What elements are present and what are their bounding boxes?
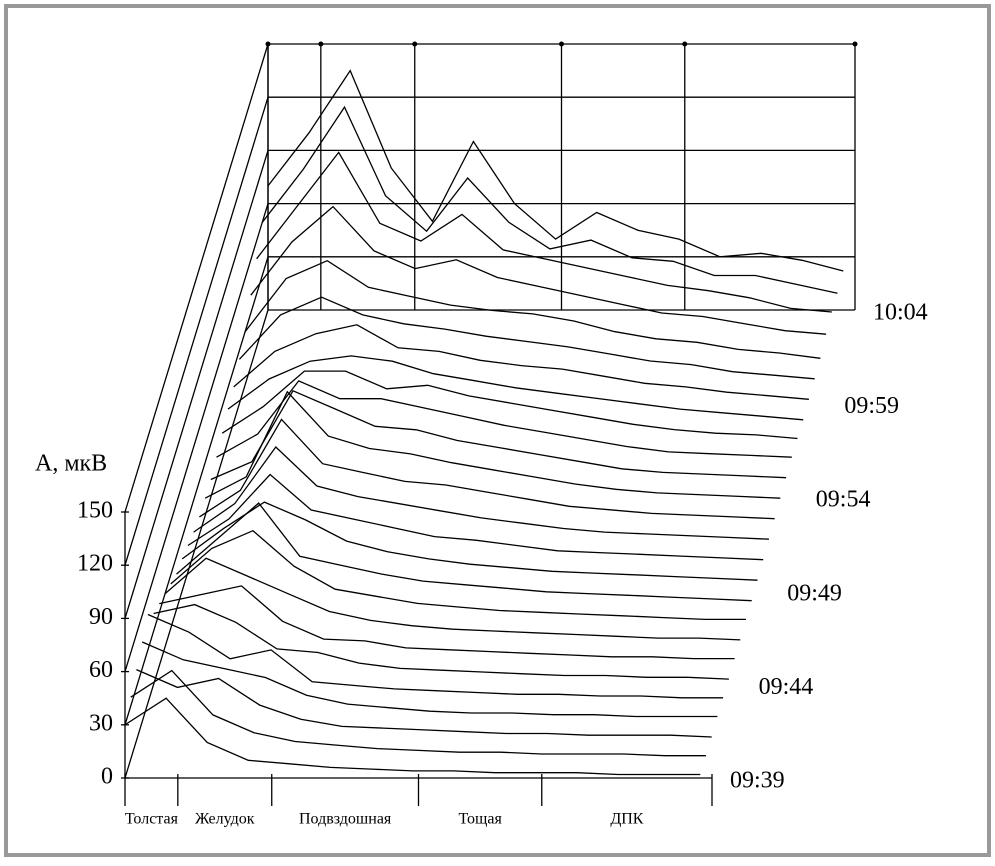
depth-line: [124, 309, 269, 779]
back-node: [265, 41, 271, 47]
spectrum-line: [159, 585, 735, 660]
spectrum-line: [124, 697, 701, 776]
y-tick-label: 120: [77, 551, 113, 577]
spectrum-line: [181, 501, 758, 581]
y-tick-label: 0: [101, 764, 113, 790]
spectrum-line: [238, 296, 815, 380]
back-node: [682, 41, 688, 47]
depth-line: [124, 97, 269, 566]
row-label: 10:04: [873, 300, 928, 326]
row-label: 09:49: [787, 580, 842, 606]
y-axis-label: A, мкВ: [35, 451, 107, 477]
spectrum-line: [193, 446, 769, 540]
row-label: 09:59: [844, 393, 899, 419]
row-label: 09:39: [730, 768, 785, 794]
y-tick-label: 60: [89, 657, 113, 683]
depth-line: [124, 256, 269, 725]
segment-label: Желудок: [195, 811, 255, 828]
spectrum-line: [136, 669, 712, 738]
spectrum-line: [267, 69, 844, 272]
y-tick-label: 150: [77, 498, 113, 524]
spectrum-line: [204, 390, 781, 499]
segment-label: Подвздошная: [299, 811, 392, 828]
depth-line: [124, 43, 269, 513]
back-node: [852, 41, 858, 47]
row-label: 09:44: [759, 674, 814, 700]
segment-label: Толстая: [125, 811, 179, 828]
segment-label: Тощая: [458, 811, 502, 828]
spectrum-line: [250, 205, 827, 335]
spectrum-line: [227, 355, 804, 421]
row-label: 09:54: [816, 487, 871, 513]
spectrum-line: [233, 324, 809, 400]
y-tick-label: 30: [89, 710, 113, 736]
spectrum-line: [244, 259, 821, 359]
spectrum-line: [176, 502, 752, 602]
spectrum-line: [210, 389, 787, 481]
depth-line: [124, 150, 269, 619]
spectrum-line: [187, 473, 764, 561]
frame: [4, 4, 991, 857]
spectrum-line: [141, 641, 718, 718]
spectrum-line: [153, 603, 729, 680]
back-node: [412, 41, 418, 47]
spectrum-line: [216, 380, 792, 458]
y-tick-label: 90: [89, 604, 113, 630]
segment-label: ДПК: [610, 811, 643, 828]
spectrum-line: [199, 418, 775, 520]
spectrum-line: [130, 669, 706, 757]
back-node: [559, 41, 564, 47]
spectrum-line: [170, 529, 746, 621]
back-node: [318, 41, 324, 47]
spectrum-line: [261, 105, 838, 294]
depth-line: [124, 203, 269, 672]
spectrum-line: [221, 370, 798, 440]
spectrum-line: [256, 151, 832, 313]
spectrum-line: [164, 557, 741, 641]
spectrum-line: [147, 613, 724, 699]
